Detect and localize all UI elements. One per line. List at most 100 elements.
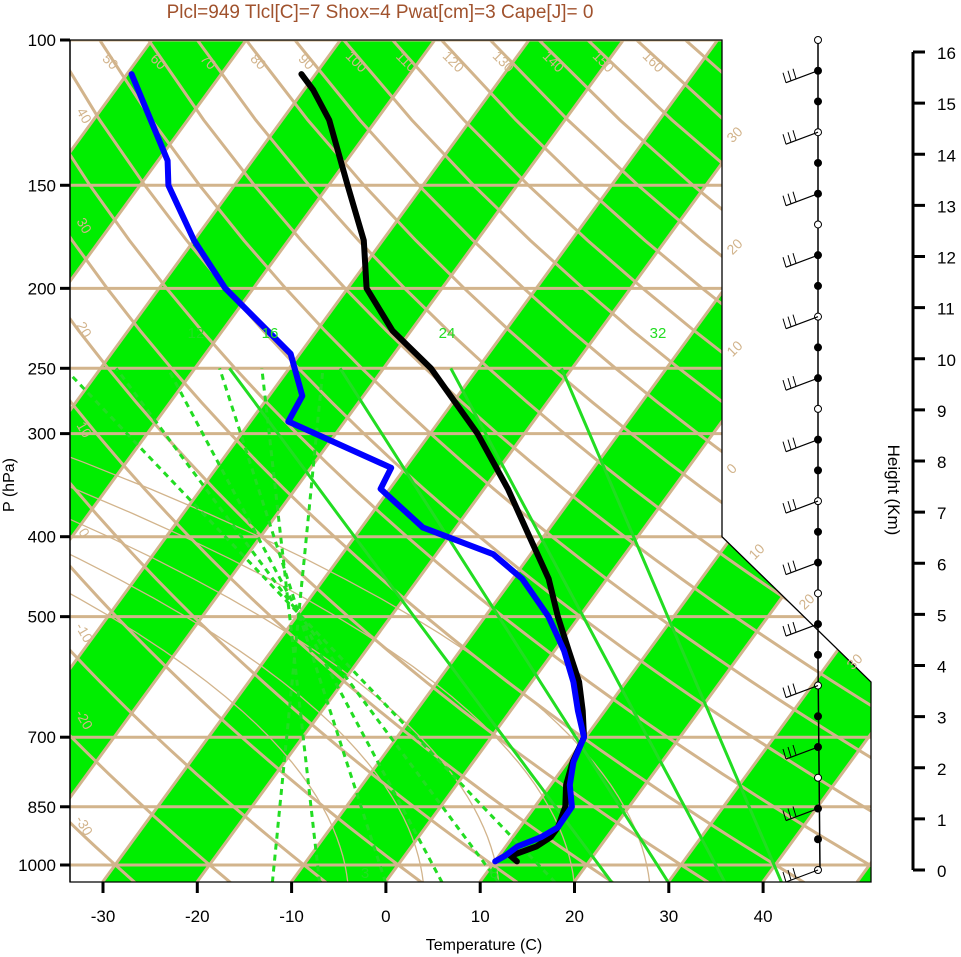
wind-barb-feather (792, 130, 797, 141)
wind-barb-feather (787, 562, 792, 573)
wind-level-marker (814, 773, 822, 782)
wind-barb-feather (792, 744, 797, 756)
isotherm-label: 10 (723, 337, 745, 359)
isotherm (70, 40, 248, 882)
y-tick-label: 150 (28, 176, 56, 195)
wind-barb (785, 439, 819, 453)
isotherm-band (102, 40, 812, 882)
x-tick-label: -20 (185, 907, 210, 926)
dewpoint-line (128, 71, 587, 865)
wind-barb-feather (782, 318, 787, 329)
height-axis-title: Height (Km) (884, 445, 903, 536)
wind-staff (817, 40, 821, 871)
isotherm-band (668, 40, 871, 882)
y-tick-label: 300 (28, 425, 56, 444)
isotherm (70, 40, 342, 882)
wind-barb-feather (782, 380, 787, 391)
y-tick-label: 500 (28, 608, 56, 627)
y-tick-label: 250 (28, 359, 56, 378)
wind-barb-feather (782, 134, 787, 145)
y-tick-label: 850 (28, 798, 56, 817)
y-tick-label: 200 (28, 279, 56, 298)
height-tick-label: 0 (937, 862, 946, 881)
wind-level-marker (814, 835, 822, 844)
wind-barb-feather (792, 437, 797, 448)
wind-barb-feather (782, 687, 787, 698)
wind-barb-feather (792, 806, 797, 817)
x-tick-label: 20 (565, 907, 584, 926)
wind-level-marker (814, 650, 822, 659)
dry-adiabat (342, 40, 871, 882)
moist-adiabat (70, 367, 575, 882)
wind-level-marker (814, 589, 822, 598)
x-axis: -30 -20 -10 0 10 20 30 40 (91, 882, 773, 926)
wind-level-marker (814, 466, 822, 475)
isotherm-label: 20 (723, 235, 745, 257)
wind-barb-feather (787, 255, 792, 266)
wind-level-marker (814, 527, 822, 536)
mixing-ratio-line (560, 367, 783, 882)
isotherm (761, 40, 871, 882)
dry-adiabat (98, 40, 871, 882)
wind-barb-feather (787, 808, 792, 819)
isotherm-label: 0 (723, 460, 740, 477)
wind-level-marker (814, 158, 822, 167)
height-tick-label: 3 (937, 709, 946, 728)
wind-barb-feather (782, 871, 787, 883)
wind-level-marker (814, 36, 822, 44)
y-tick-label: 1000 (18, 856, 56, 875)
wind-level-marker (814, 404, 822, 413)
isotherm (195, 40, 814, 882)
mixing-ratio-line (228, 367, 614, 882)
wind-barb-feather (792, 621, 797, 633)
sounding-series (128, 71, 587, 865)
wind-barb-feather (787, 869, 792, 881)
isotherm (101, 40, 719, 882)
y-tick-label: 700 (28, 728, 56, 747)
wind-barb-feather (792, 314, 797, 325)
dry-adiabat (70, 40, 328, 882)
isotherm (667, 40, 871, 882)
wind-level-marker (814, 220, 822, 229)
wind-barb (785, 254, 819, 268)
mixing-ratio-line (114, 367, 500, 882)
height-tick-label: 16 (937, 44, 956, 63)
x-tick-label: 0 (381, 907, 390, 926)
wind-barb-feather (792, 376, 797, 387)
x-tick-label: -30 (91, 907, 116, 926)
height-tick-label: 5 (937, 606, 946, 625)
wind-barb-feather (782, 195, 787, 206)
mixing-ratio-line (449, 367, 727, 882)
wind-barb-feather (787, 623, 792, 635)
wind-level-marker (814, 343, 822, 352)
wind-barb-feather (787, 316, 792, 327)
dry-adiabat (196, 40, 871, 882)
dry-adiabat (70, 40, 423, 882)
mixing-ratio-line (166, 367, 444, 882)
isotherm-label: 30 (74, 215, 96, 237)
height-tick-label: 4 (937, 658, 946, 677)
height-tick-label: 11 (937, 300, 955, 319)
y-axis-title: P (hPa) (1, 458, 18, 512)
height-tick-label: 12 (937, 249, 956, 268)
dry-adiabat (70, 40, 871, 882)
height-tick-label: 9 (937, 402, 946, 421)
height-tick-label: 6 (937, 555, 946, 574)
wind-barb (785, 377, 819, 391)
wind-barb-feather (792, 68, 797, 79)
dry-adiabat (293, 40, 871, 882)
wind-barb-feather (782, 441, 787, 452)
wind-barb (785, 193, 819, 207)
y-tick-label: 400 (28, 528, 56, 547)
isotherm-label: 40 (74, 105, 96, 127)
mixing-ratio-label: 32 (650, 325, 667, 342)
x-axis-title: Temperature (C) (426, 937, 542, 954)
wind-barb (785, 316, 819, 330)
y-tick-label: 100 (28, 31, 56, 50)
wind-barb-feather (782, 257, 787, 268)
wind-barb-feather (787, 439, 792, 450)
wind-barb (785, 807, 819, 822)
dry-adiabat (70, 40, 232, 882)
wind-barb (785, 70, 819, 84)
